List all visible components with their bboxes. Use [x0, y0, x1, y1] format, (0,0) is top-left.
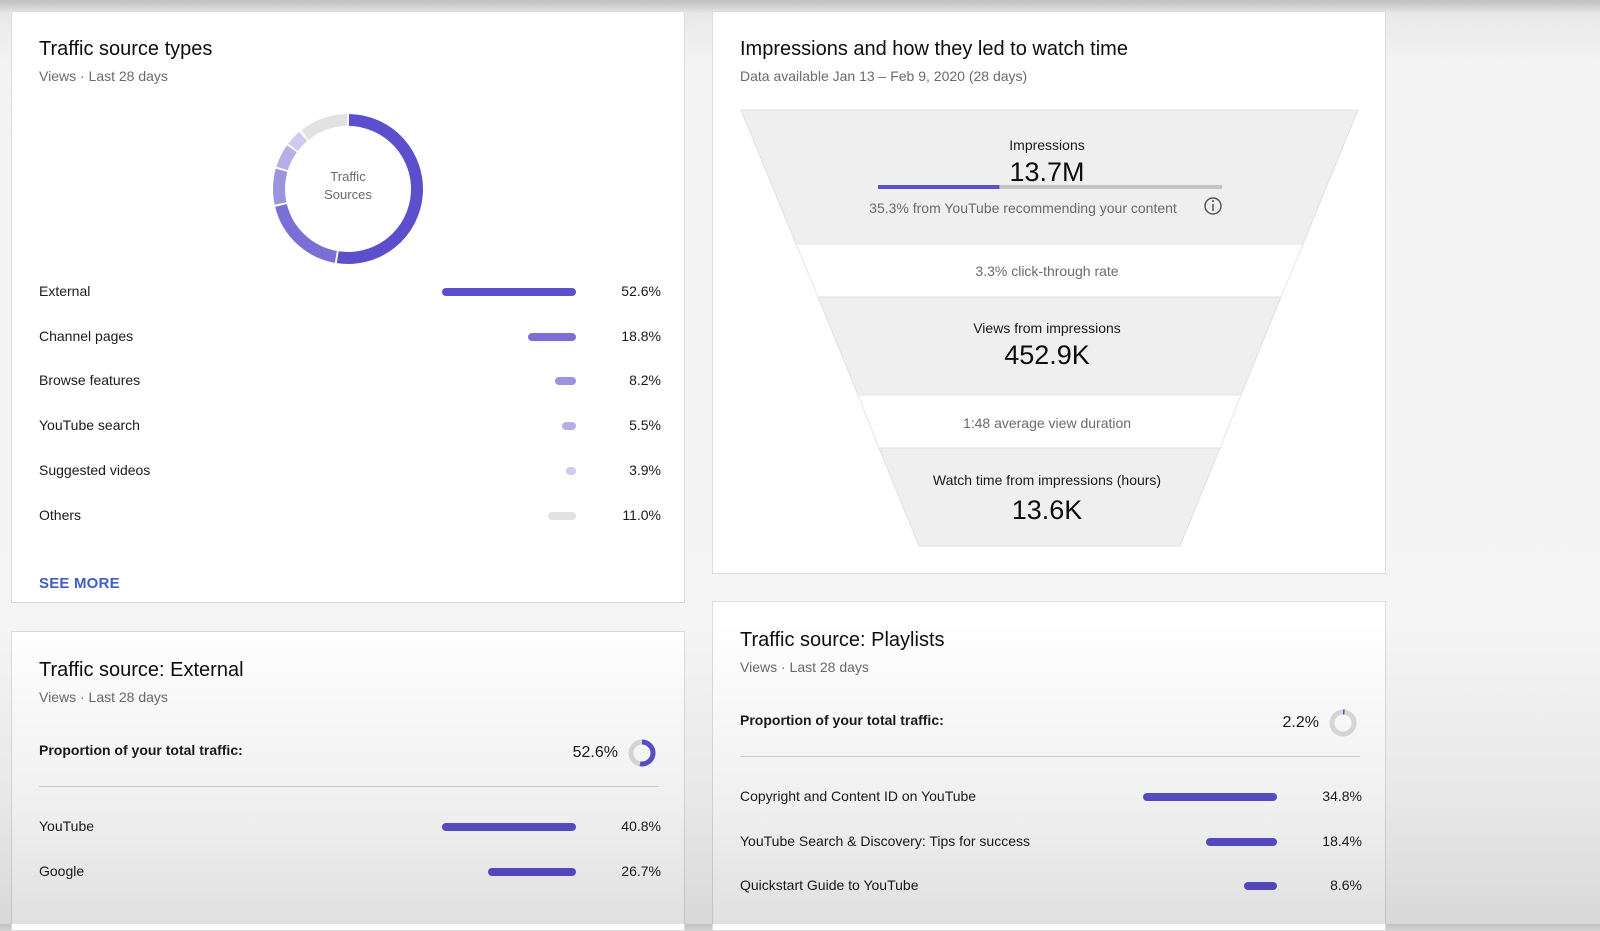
- info-icon[interactable]: [1204, 197, 1222, 215]
- traffic-row-bar: [566, 466, 576, 475]
- traffic-row-label: YouTube: [39, 818, 95, 834]
- recommend-progress-fill: [878, 185, 1000, 189]
- proportion-mini-donut: [1329, 709, 1357, 737]
- traffic-row-label: External: [39, 283, 91, 299]
- traffic-row-percent: 3.9%: [629, 461, 661, 478]
- traffic-row-percent: 8.6%: [1330, 877, 1362, 894]
- card-subtitle: Views · Last 28 days: [740, 659, 869, 675]
- traffic-row-percent: 11.0%: [622, 506, 661, 523]
- traffic-row-percent: 18.4%: [1322, 832, 1362, 849]
- traffic-source-playlists-card: Traffic source: Playlists Views · Last 2…: [712, 601, 1386, 931]
- traffic-row-label: Quickstart Guide to YouTube: [740, 877, 919, 894]
- traffic-row-label: Channel pages: [39, 327, 134, 344]
- traffic-row-label: YouTube Search & Discovery: Tips for suc…: [740, 832, 1030, 849]
- traffic-row-bar: [442, 823, 576, 831]
- traffic-row-label: Others: [39, 506, 82, 523]
- proportion-value: 52.6%: [572, 744, 618, 761]
- traffic-row-percent: 5.5%: [629, 417, 661, 434]
- proportion-value: 2.2%: [1282, 714, 1319, 731]
- divider: [39, 786, 659, 787]
- traffic-row-label: YouTube search: [39, 417, 140, 434]
- traffic-row-label: Browse features: [39, 372, 141, 389]
- traffic-row[interactable]: Suggested videos 3.9%: [39, 462, 661, 482]
- impressions-funnel-card: Impressions and how they led to watch ti…: [712, 11, 1386, 574]
- traffic-row-label: Copyright and Content ID on YouTube: [740, 788, 977, 804]
- views-value: 452.9K: [1004, 340, 1090, 370]
- donut-slice-external[interactable]: [336, 114, 423, 264]
- donut-center-line-2: Sources: [324, 187, 372, 202]
- funnel-stage-watch-time: [878, 447, 1221, 547]
- card-subtitle: Views · Last 28 days: [39, 689, 168, 705]
- traffic-row[interactable]: Channel pages 18.8%: [39, 328, 661, 348]
- proportion-mini-donut: [628, 739, 656, 767]
- traffic-row-percent: 52.6%: [621, 283, 661, 299]
- donut-slice-youtube-search[interactable]: [276, 145, 297, 171]
- traffic-row-bar: [547, 511, 576, 520]
- donut-slice-browse-features[interactable]: [273, 168, 288, 205]
- card-title: Impressions and how they led to watch ti…: [740, 38, 1128, 60]
- traffic-row-bar: [528, 332, 576, 341]
- proportion-label: Proportion of your total traffic:: [740, 712, 944, 728]
- card-title: Traffic source: External: [39, 659, 244, 681]
- traffic-row-percent: 18.8%: [621, 327, 661, 344]
- traffic-row[interactable]: YouTube search 5.5%: [39, 417, 661, 437]
- traffic-row-bar: [1206, 837, 1277, 846]
- traffic-source-external-card: Traffic source: External Views · Last 28…: [11, 631, 685, 931]
- donut-slice-others[interactable]: [301, 114, 348, 141]
- see-more-link[interactable]: SEE MORE: [39, 575, 120, 592]
- divider: [740, 756, 1360, 757]
- avg-duration-note: 1:48 average view duration: [962, 415, 1132, 431]
- views-label: Views from impressions: [973, 320, 1121, 336]
- traffic-row-bar: [442, 288, 576, 296]
- traffic-row-bar: [488, 867, 576, 876]
- traffic-row[interactable]: Copyright and Content ID on YouTube 34.8%: [740, 788, 1362, 808]
- traffic-row-percent: 26.7%: [621, 862, 661, 879]
- watch-time-label: Watch time from impressions (hours): [932, 472, 1162, 488]
- proportion-label: Proportion of your total traffic:: [39, 742, 243, 758]
- impressions-label: Impressions: [1009, 137, 1085, 153]
- donut-center-line-1: Traffic: [330, 169, 366, 184]
- donut-slice-suggested-videos[interactable]: [288, 131, 308, 152]
- traffic-row-percent: 8.2%: [629, 372, 661, 389]
- recommend-note: 35.3% from YouTube recommending your con…: [869, 200, 1177, 216]
- traffic-row[interactable]: Others 11.0%: [39, 507, 661, 527]
- card-title: Traffic source types: [39, 38, 213, 60]
- traffic-row-percent: 40.8%: [621, 818, 661, 834]
- traffic-row-bar: [1243, 882, 1277, 891]
- traffic-row-label: Suggested videos: [39, 461, 151, 478]
- card-subtitle: Data available Jan 13 – Feb 9, 2020 (28 …: [740, 68, 1028, 84]
- traffic-row[interactable]: External 52.6%: [39, 283, 661, 303]
- ctr-note: 3.3% click-through rate: [975, 263, 1119, 279]
- traffic-source-types-card: Traffic source types Views · Last 28 day…: [11, 11, 685, 603]
- traffic-row[interactable]: YouTube Search & Discovery: Tips for suc…: [740, 833, 1362, 853]
- recommend-track: [878, 185, 1222, 189]
- traffic-row[interactable]: YouTube 40.8%: [39, 818, 661, 838]
- traffic-row[interactable]: Browse features 8.2%: [39, 372, 661, 392]
- traffic-row-percent: 34.8%: [1322, 788, 1362, 804]
- watch-time-value: 13.6K: [1011, 495, 1083, 525]
- card-title: Traffic source: Playlists: [740, 629, 945, 651]
- traffic-row-bar: [555, 377, 576, 386]
- traffic-row[interactable]: Google 26.7%: [39, 863, 661, 883]
- donut-slice-channel-pages[interactable]: [275, 203, 338, 263]
- traffic-donut-chart[interactable]: Traffic Sources: [12, 104, 686, 274]
- traffic-row-label: Google: [39, 862, 85, 879]
- traffic-row-bar: [561, 422, 576, 431]
- traffic-row[interactable]: Quickstart Guide to YouTube 8.6%: [740, 877, 1362, 897]
- impressions-funnel: [740, 109, 1359, 547]
- traffic-row-bar: [1143, 793, 1277, 801]
- impressions-value: 13.7M: [1009, 157, 1085, 187]
- card-subtitle: Views · Last 28 days: [39, 68, 168, 84]
